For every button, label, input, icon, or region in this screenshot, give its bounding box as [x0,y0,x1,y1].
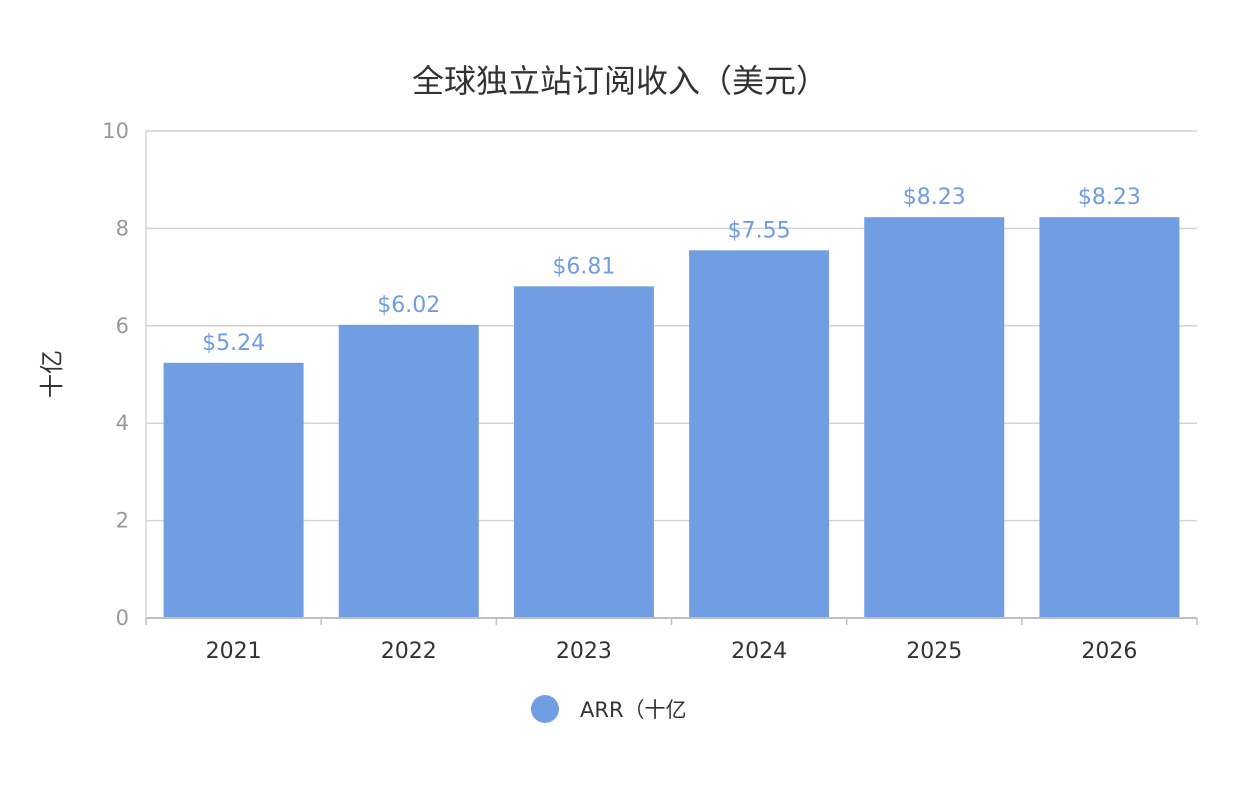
y-axis-label: 十亿 [38,350,66,398]
legend-marker [531,695,559,723]
x-tick-label: 2024 [731,639,787,664]
data-label: $6.81 [552,254,615,279]
legend[interactable]: ARR（十亿 [531,695,687,723]
y-tick-label: 2 [116,509,129,533]
bar-2021[interactable] [163,362,304,618]
data-label: $8.23 [1078,185,1141,210]
bar-2022[interactable] [338,324,479,618]
data-label: $8.23 [903,185,966,210]
chart-title: 全球独立站订阅收入（美元） [412,62,828,100]
bar-2024[interactable] [689,250,830,618]
x-tick-label: 2023 [556,639,612,664]
legend-label: ARR（十亿 [580,698,687,722]
bars [163,217,1180,618]
gridlines [145,130,1197,618]
data-label: $7.55 [728,218,791,243]
y-tick-label: 4 [116,411,129,435]
bar-2026[interactable] [1039,217,1180,618]
data-label: $6.02 [377,293,440,318]
x-axis: 2021 2022 2023 2024 2025 2026 [145,617,1198,664]
y-tick-label: 6 [116,314,129,338]
y-axis-ticks: 0 2 4 6 8 10 [102,119,129,630]
bar-2025[interactable] [864,217,1005,618]
y-tick-label: 8 [116,216,129,240]
x-tick-label: 2026 [1081,639,1137,664]
x-tick-label: 2022 [381,639,437,664]
y-tick-label: 10 [102,119,129,143]
y-tick-label: 0 [116,606,129,630]
data-labels: $5.24 $6.02 $6.81 $7.55 $8.23 $8.23 [202,185,1141,356]
data-label: $5.24 [202,331,265,356]
bar-2023[interactable] [513,286,654,618]
x-tick-label: 2021 [206,639,262,664]
x-tick-label: 2025 [906,639,962,664]
